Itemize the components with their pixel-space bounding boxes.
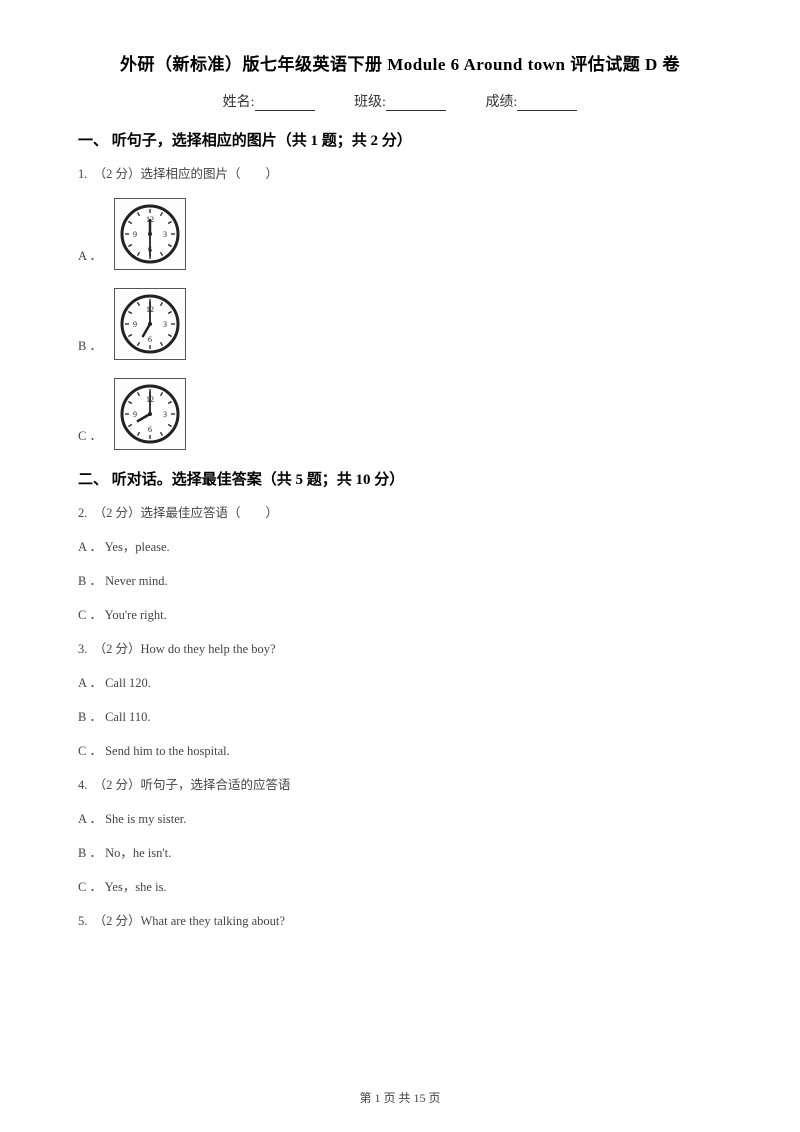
score-label: 成绩:	[485, 95, 517, 110]
class-field: 班级:	[354, 91, 446, 111]
question-text: 3. （2 分）How do they help the boy?	[78, 639, 722, 659]
svg-text:9: 9	[133, 320, 137, 329]
option-text: B ． Never mind.	[78, 571, 722, 591]
class-label: 班级:	[354, 95, 386, 110]
score-field: 成绩:	[485, 91, 577, 111]
section-2-questions: 2. （2 分）选择最佳应答语（ ） A ． Yes，please. B ． Nev…	[78, 503, 722, 931]
section-2-header: 二、 听对话。选择最佳答案（共 5 题；共 10 分）	[78, 468, 722, 489]
question-text: 2. （2 分）选择最佳应答语（ ）	[78, 503, 722, 523]
option-1c: C ． 12369	[78, 378, 722, 450]
student-info-row: 姓名: 班级: 成绩:	[78, 91, 722, 111]
clock-c-icon: 12369	[119, 383, 181, 445]
option-letter-a: A ．	[78, 246, 102, 270]
svg-text:6: 6	[148, 335, 152, 344]
clock-a-icon: 12369	[119, 203, 181, 265]
question-text: 4. （2 分）听句子，选择合适的应答语	[78, 775, 722, 795]
option-text: A ． Call 120.	[78, 673, 722, 693]
option-1b: B ． 12369	[78, 288, 722, 360]
option-1a: A ． 12369	[78, 198, 722, 270]
svg-text:9: 9	[133, 230, 137, 239]
svg-text:3: 3	[163, 230, 167, 239]
clock-b-icon: 12369	[119, 293, 181, 355]
svg-text:3: 3	[163, 410, 167, 419]
option-text: A ． She is my sister.	[78, 809, 722, 829]
svg-text:3: 3	[163, 320, 167, 329]
name-blank	[255, 97, 315, 111]
score-blank	[517, 97, 577, 111]
clock-c-box: 12369	[114, 378, 186, 450]
svg-text:9: 9	[133, 410, 137, 419]
option-text: B ． No，he isn't.	[78, 843, 722, 863]
question-1-text: 1. （2 分）选择相应的图片（ ）	[78, 164, 722, 184]
option-text: C ． Send him to the hospital.	[78, 741, 722, 761]
option-letter-c: C ．	[78, 426, 102, 450]
name-label: 姓名:	[223, 95, 255, 110]
section-1-header: 一、 听句子，选择相应的图片（共 1 题；共 2 分）	[78, 129, 722, 150]
clock-b-box: 12369	[114, 288, 186, 360]
name-field: 姓名:	[223, 91, 315, 111]
option-text: B ． Call 110.	[78, 707, 722, 727]
page-footer: 第 1 页 共 15 页	[0, 1089, 800, 1106]
option-text: C ． Yes，she is.	[78, 877, 722, 897]
svg-text:6: 6	[148, 425, 152, 434]
class-blank	[386, 97, 446, 111]
clock-a-box: 12369	[114, 198, 186, 270]
option-letter-b: B ．	[78, 336, 102, 360]
option-text: C ． You're right.	[78, 605, 722, 625]
option-text: A ． Yes，please.	[78, 537, 722, 557]
page-title: 外研（新标准）版七年级英语下册 Module 6 Around town 评估试…	[78, 50, 722, 75]
question-text: 5. （2 分）What are they talking about?	[78, 911, 722, 931]
